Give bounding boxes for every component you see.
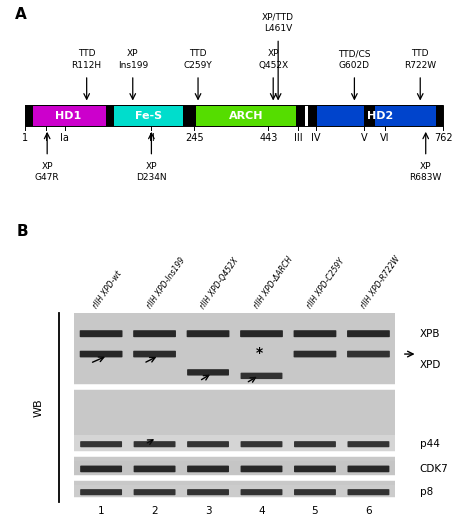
- FancyBboxPatch shape: [294, 489, 336, 495]
- Text: ARCH: ARCH: [229, 111, 264, 121]
- FancyBboxPatch shape: [347, 441, 389, 447]
- FancyBboxPatch shape: [293, 330, 337, 337]
- FancyBboxPatch shape: [347, 351, 390, 357]
- FancyBboxPatch shape: [187, 489, 229, 495]
- Bar: [74, 313, 395, 503]
- Text: TTD
R112H: TTD R112H: [72, 49, 102, 70]
- Bar: [316, 106, 443, 126]
- FancyBboxPatch shape: [347, 489, 389, 495]
- Text: XP
R683W: XP R683W: [410, 162, 442, 182]
- Bar: [436, 106, 443, 126]
- Bar: [296, 106, 305, 126]
- Text: V: V: [361, 133, 368, 143]
- Text: 1: 1: [98, 506, 104, 516]
- Text: XPD: XPD: [419, 360, 441, 370]
- Text: rIIH XPD-Ins199: rIIH XPD-Ins199: [145, 256, 187, 311]
- Bar: [107, 106, 114, 126]
- FancyBboxPatch shape: [241, 465, 283, 472]
- Bar: [195, 106, 298, 126]
- FancyBboxPatch shape: [187, 441, 229, 447]
- Text: 3: 3: [205, 506, 211, 516]
- FancyBboxPatch shape: [80, 489, 122, 495]
- Text: p44: p44: [419, 439, 439, 449]
- Text: CDK7: CDK7: [419, 464, 448, 474]
- Bar: [74, 485, 395, 499]
- Text: TTD
R722W: TTD R722W: [404, 49, 436, 70]
- Text: HD2: HD2: [366, 111, 393, 121]
- Text: 1: 1: [22, 133, 28, 143]
- Text: TTD
C259Y: TTD C259Y: [183, 49, 212, 70]
- FancyBboxPatch shape: [80, 441, 122, 447]
- Text: XP
Q452X: XP Q452X: [258, 49, 288, 70]
- FancyBboxPatch shape: [80, 465, 122, 472]
- Text: *: *: [255, 346, 263, 360]
- Bar: [112, 106, 184, 126]
- Bar: [74, 436, 395, 453]
- Bar: [308, 106, 317, 126]
- FancyBboxPatch shape: [294, 465, 336, 472]
- FancyBboxPatch shape: [134, 465, 175, 472]
- FancyBboxPatch shape: [133, 330, 176, 337]
- FancyBboxPatch shape: [133, 351, 176, 357]
- Text: rIIH XPD-R722W: rIIH XPD-R722W: [359, 255, 401, 311]
- FancyBboxPatch shape: [187, 369, 229, 376]
- Bar: [365, 106, 375, 126]
- Text: Ia: Ia: [60, 133, 69, 143]
- FancyBboxPatch shape: [241, 489, 283, 495]
- FancyBboxPatch shape: [241, 441, 283, 447]
- FancyBboxPatch shape: [187, 330, 229, 337]
- Bar: [183, 106, 196, 126]
- Text: I: I: [45, 133, 47, 143]
- FancyBboxPatch shape: [134, 441, 175, 447]
- Text: 762: 762: [434, 133, 453, 143]
- FancyBboxPatch shape: [347, 330, 390, 337]
- FancyBboxPatch shape: [347, 465, 389, 472]
- Text: HD1: HD1: [55, 111, 82, 121]
- Text: III: III: [294, 133, 303, 143]
- Text: 443: 443: [259, 133, 277, 143]
- Text: XPB: XPB: [419, 328, 440, 339]
- Text: Fe-S: Fe-S: [135, 111, 162, 121]
- FancyBboxPatch shape: [240, 330, 283, 337]
- Text: IV: IV: [311, 133, 321, 143]
- Text: p8: p8: [419, 487, 433, 497]
- Bar: [74, 350, 395, 364]
- FancyBboxPatch shape: [294, 441, 336, 447]
- Text: rIIH XPD-ΔARCH: rIIH XPD-ΔARCH: [252, 255, 294, 311]
- Text: XP
Ins199: XP Ins199: [118, 49, 148, 70]
- FancyBboxPatch shape: [293, 351, 337, 357]
- Text: B: B: [17, 224, 28, 239]
- Bar: [25, 106, 112, 126]
- FancyBboxPatch shape: [187, 465, 229, 472]
- FancyBboxPatch shape: [80, 330, 122, 337]
- Bar: [25, 106, 443, 126]
- Bar: [25, 106, 33, 126]
- Text: TTD/CS
G602D: TTD/CS G602D: [338, 49, 371, 70]
- Text: rIIH XPD-Q452X: rIIH XPD-Q452X: [199, 256, 240, 311]
- Text: A: A: [15, 7, 27, 21]
- Text: 5: 5: [312, 506, 318, 516]
- Text: XP
D234N: XP D234N: [136, 162, 167, 182]
- Text: WB: WB: [34, 399, 44, 417]
- Text: 4: 4: [258, 506, 265, 516]
- Bar: [74, 461, 395, 477]
- Text: 245: 245: [185, 133, 203, 143]
- Text: XP
G47R: XP G47R: [35, 162, 59, 182]
- Text: 2: 2: [151, 506, 158, 516]
- FancyBboxPatch shape: [241, 373, 283, 379]
- FancyBboxPatch shape: [80, 351, 122, 357]
- Text: XP/TTD
L461V: XP/TTD L461V: [262, 13, 294, 33]
- Text: II: II: [148, 133, 154, 143]
- Text: rIIH XPD-wt: rIIH XPD-wt: [91, 270, 124, 311]
- Text: 6: 6: [365, 506, 372, 516]
- Text: VI: VI: [380, 133, 389, 143]
- FancyBboxPatch shape: [134, 489, 175, 495]
- Text: rIIH XPD-C259Y: rIIH XPD-C259Y: [305, 257, 346, 311]
